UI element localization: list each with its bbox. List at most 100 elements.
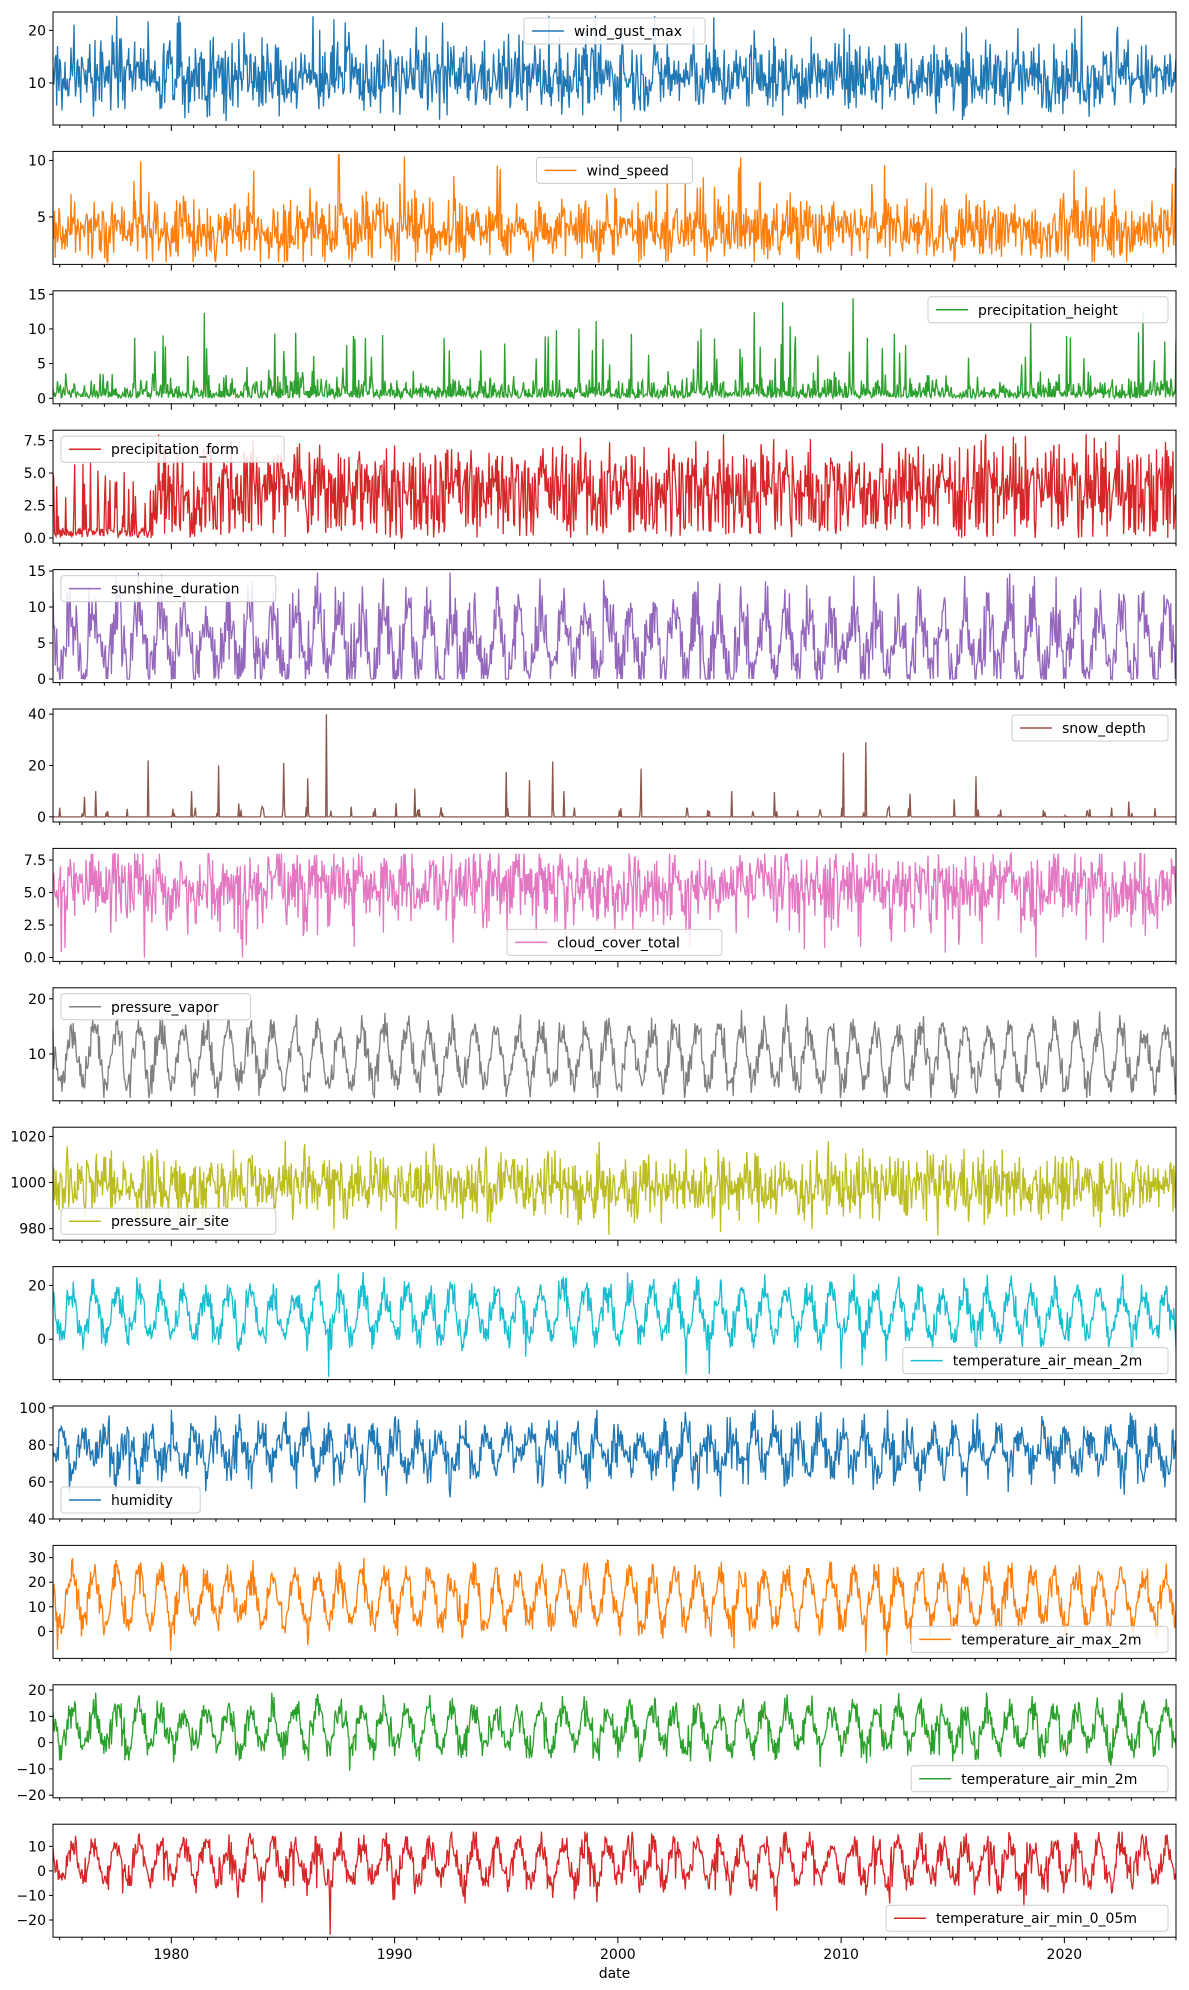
axes-frame <box>52 847 1177 962</box>
axes-frame <box>52 290 1177 405</box>
legend-box <box>60 575 277 603</box>
subplot-temperature-air-mean-2m: 0 20 temperature_air_mean_2m <box>28 1266 1177 1386</box>
legend-box <box>910 1765 1169 1793</box>
series-line-wind-speed <box>53 154 1176 265</box>
legend: temperature_air_min_2m <box>910 1765 1169 1793</box>
legend-label: humidity <box>111 1493 173 1509</box>
y-tick-label: −10 <box>16 1888 46 1904</box>
y-tick-label: 2.5 <box>24 918 46 934</box>
y-tick-label: −10 <box>16 1762 46 1778</box>
y-tick-label: 5.0 <box>24 886 46 902</box>
y-tick-label: 1000 <box>10 1176 46 1192</box>
y-tick-label: 5 <box>37 357 46 373</box>
legend-label: cloud_cover_total <box>557 935 680 951</box>
y-tick-label: 10 <box>28 153 46 169</box>
axes-frame <box>52 1823 1177 1938</box>
y-tick-label: 0 <box>37 1736 46 1752</box>
subplot-humidity: 40 60 80 100 humidity <box>19 1401 1177 1528</box>
axes-frame <box>52 1126 1177 1241</box>
y-tick-label: 1020 <box>10 1129 46 1145</box>
y-tick-label: 10 <box>28 1047 46 1063</box>
legend-label: temperature_air_min_0_05m <box>936 1911 1137 1927</box>
legend-label: temperature_air_max_2m <box>961 1632 1141 1648</box>
legend: pressure_vapor <box>60 993 252 1021</box>
y-tick-label: 0.0 <box>24 951 46 967</box>
axes-frame <box>52 150 1177 265</box>
series-line-precipitation-height <box>53 298 1176 401</box>
y-tick-label: 10 <box>28 76 46 92</box>
series-line-cloud-cover-total <box>53 851 1176 958</box>
legend: sunshine_duration <box>60 575 277 603</box>
axes-frame <box>52 1266 1177 1381</box>
axes-frame <box>52 569 1177 684</box>
legend: snow_depth <box>1011 714 1169 742</box>
legend-label: snow_depth <box>1062 721 1146 737</box>
series-line-precipitation-form <box>53 434 1176 540</box>
axes-frame <box>52 429 1177 544</box>
legend: temperature_air_mean_2m <box>902 1347 1169 1375</box>
y-tick-label: 2.5 <box>24 499 46 515</box>
y-tick-label: 15 <box>28 287 46 303</box>
legend: temperature_air_max_2m <box>910 1625 1169 1653</box>
y-tick-label: 5 <box>37 210 46 226</box>
y-tick-label: −20 <box>16 1788 46 1804</box>
y-tick-label: 0 <box>37 1864 46 1880</box>
y-tick-label: 980 <box>19 1222 46 1238</box>
series-line-temperature-air-max-2m <box>53 1557 1176 1655</box>
legend-label: sunshine_duration <box>111 582 240 598</box>
subplot-temperature-air-max-2m: 0 10 20 30 temperature_air_max_2m <box>28 1544 1177 1665</box>
series-line-temperature-air-min-0-05m <box>53 1831 1176 1935</box>
legend: humidity <box>60 1486 201 1514</box>
subplot-cloud-cover-total: 0.0 2.5 5.0 7.5 cloud_cover_total <box>24 847 1177 968</box>
legend: temperature_air_min_0_05m <box>885 1904 1169 1932</box>
subplot-snow-depth: 0 20 40 snow_depth <box>28 707 1177 828</box>
legend-label: pressure_vapor <box>111 1000 219 1016</box>
legend: wind_gust_max <box>523 17 706 45</box>
legend-box <box>60 993 252 1021</box>
x-axis-label: date <box>599 1966 631 1982</box>
series-line-pressure-air-site <box>53 1140 1176 1236</box>
axes-frame <box>52 987 1177 1102</box>
x-tick-label: 1990 <box>377 1947 413 1963</box>
y-tick-label: 40 <box>28 1512 46 1528</box>
y-tick-label: 10 <box>28 1709 46 1725</box>
subplot-pressure-vapor: 10 20 pressure_vapor <box>28 987 1177 1107</box>
legend-label: wind_gust_max <box>574 24 682 40</box>
y-tick-label: 0 <box>37 810 46 826</box>
y-tick-label: 0 <box>37 672 46 688</box>
subplot-wind-gust-max: 10 20 wind_gust_max <box>28 11 1177 131</box>
series-line-temperature-air-mean-2m <box>53 1271 1176 1377</box>
series-line-wind-gust-max <box>53 15 1176 122</box>
y-tick-label: 0 <box>37 1332 46 1348</box>
y-tick-label: 0.0 <box>24 531 46 547</box>
series-line-pressure-vapor <box>53 999 1176 1099</box>
y-tick-label: 20 <box>28 1278 46 1294</box>
legend: pressure_air_site <box>60 1207 277 1235</box>
y-tick-label: 7.5 <box>24 853 46 869</box>
x-tick-label: 2000 <box>600 1947 636 1963</box>
legend-box <box>902 1347 1169 1375</box>
legend: precipitation_height <box>927 296 1169 324</box>
axes-frame <box>52 708 1177 823</box>
legend-label: temperature_air_min_2m <box>961 1772 1137 1788</box>
legend-label: precipitation_height <box>978 303 1118 319</box>
y-tick-label: −20 <box>16 1913 46 1929</box>
y-tick-label: 15 <box>28 564 46 580</box>
y-tick-label: 10 <box>28 322 46 338</box>
legend-label: precipitation_form <box>111 442 239 458</box>
legend-label: wind_speed <box>587 163 669 179</box>
subplot-precipitation-height: 0 5 10 15 precipitation_height <box>28 287 1177 410</box>
y-tick-label: 5.0 <box>24 466 46 482</box>
y-tick-label: 20 <box>28 23 46 39</box>
y-tick-label: 60 <box>28 1475 46 1491</box>
axes-frame <box>52 1684 1177 1799</box>
legend-label: pressure_air_site <box>111 1214 229 1230</box>
legend-box <box>910 1625 1169 1653</box>
subplot-precipitation-form: 0.0 2.5 5.0 7.5 precipitation_form <box>24 429 1177 550</box>
series-line-sunshine-duration <box>53 572 1176 682</box>
y-tick-label: 5 <box>37 636 46 652</box>
y-tick-label: 20 <box>28 992 46 1008</box>
series-line-snow-depth <box>53 714 1176 820</box>
y-tick-label: 10 <box>28 1839 46 1855</box>
